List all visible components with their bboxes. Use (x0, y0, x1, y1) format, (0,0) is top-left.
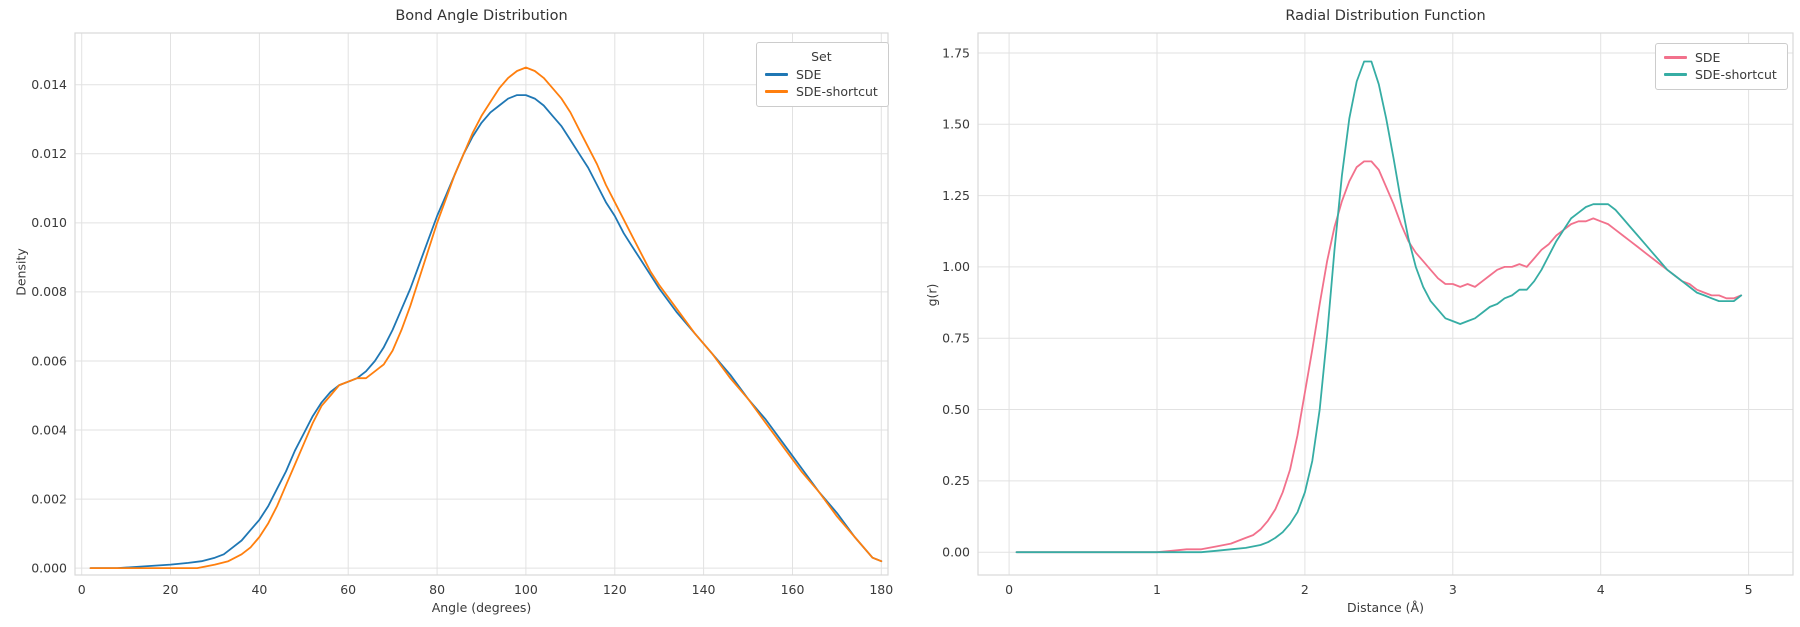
y-tick-label: 1.25 (942, 188, 970, 203)
y-tick-label: 0.75 (942, 331, 970, 346)
x-tick-label: 140 (692, 582, 716, 597)
rdf-legend: SDE SDE-shortcut (1655, 43, 1788, 90)
bond-angle-x-axis-label: Angle (degrees) (431, 600, 532, 615)
rdf-x-axis-label: Distance (Å) (1347, 600, 1424, 615)
legend-line-swatch (1664, 56, 1687, 59)
series-line-sde (89, 94, 883, 569)
x-tick-label: 100 (514, 582, 538, 597)
y-tick-label: 1.75 (942, 45, 970, 60)
plot-frame (74, 32, 889, 576)
x-tick-label: 60 (340, 582, 356, 597)
legend-title: Set (811, 49, 832, 64)
y-tick-label: 0.00 (942, 545, 970, 560)
legend-entry: SDE-shortcut (765, 83, 878, 100)
x-tick-label: 20 (163, 582, 179, 597)
y-tick-label: 0.000 (31, 560, 67, 575)
y-tick-label: 0.012 (31, 146, 67, 161)
x-tick-label: 160 (781, 582, 805, 597)
x-tick-label: 1 (1153, 582, 1161, 597)
y-tick-label: 1.00 (942, 259, 970, 274)
x-tick-label: 3 (1449, 582, 1457, 597)
series-line-sde-shortcut (1015, 60, 1743, 554)
x-tick-label: 5 (1745, 582, 1753, 597)
x-tick-label: 0 (78, 582, 86, 597)
x-tick-label: 0 (1005, 582, 1013, 597)
legend-line-swatch (1664, 73, 1687, 76)
y-tick-label: 0.014 (31, 77, 67, 92)
legend-line-swatch (765, 90, 788, 93)
legend-entry: SDE (1664, 49, 1777, 66)
legend-entry-label: SDE (796, 67, 822, 82)
y-tick-label: 0.25 (942, 473, 970, 488)
legend-entry-label: SDE (1695, 50, 1721, 65)
bond-angle-y-axis-label: Density (13, 248, 29, 296)
y-tick-label: 0.004 (31, 422, 67, 437)
x-tick-label: 40 (251, 582, 267, 597)
plot-frame (977, 32, 1794, 576)
series-line-sde-shortcut (89, 66, 883, 569)
rdf-y-axis-label: g(r) (924, 283, 940, 307)
bond-angle-chart-title: Bond Angle Distribution (395, 8, 568, 24)
rdf-chart-title: Radial Distribution Function (1285, 8, 1486, 24)
legend-entry-label: SDE-shortcut (796, 84, 878, 99)
legend-entry: SDE-shortcut (1664, 66, 1777, 83)
legend-line-swatch (765, 73, 788, 76)
legend-entry: SDE (765, 66, 878, 83)
x-tick-label: 4 (1597, 582, 1605, 597)
y-tick-label: 0.010 (31, 215, 67, 230)
legend-entry-label: SDE-shortcut (1695, 67, 1777, 82)
x-tick-label: 2 (1301, 582, 1309, 597)
x-tick-label: 180 (869, 582, 893, 597)
x-tick-label: 80 (429, 582, 445, 597)
y-tick-label: 0.002 (31, 491, 67, 506)
bond-angle-legend: Set SDE SDE-shortcut (756, 42, 889, 107)
y-tick-label: 0.006 (31, 353, 67, 368)
y-tick-label: 0.008 (31, 284, 67, 299)
x-tick-label: 120 (603, 582, 627, 597)
y-tick-label: 0.50 (942, 402, 970, 417)
y-tick-label: 1.50 (942, 117, 970, 132)
series-line-sde (1015, 160, 1743, 554)
